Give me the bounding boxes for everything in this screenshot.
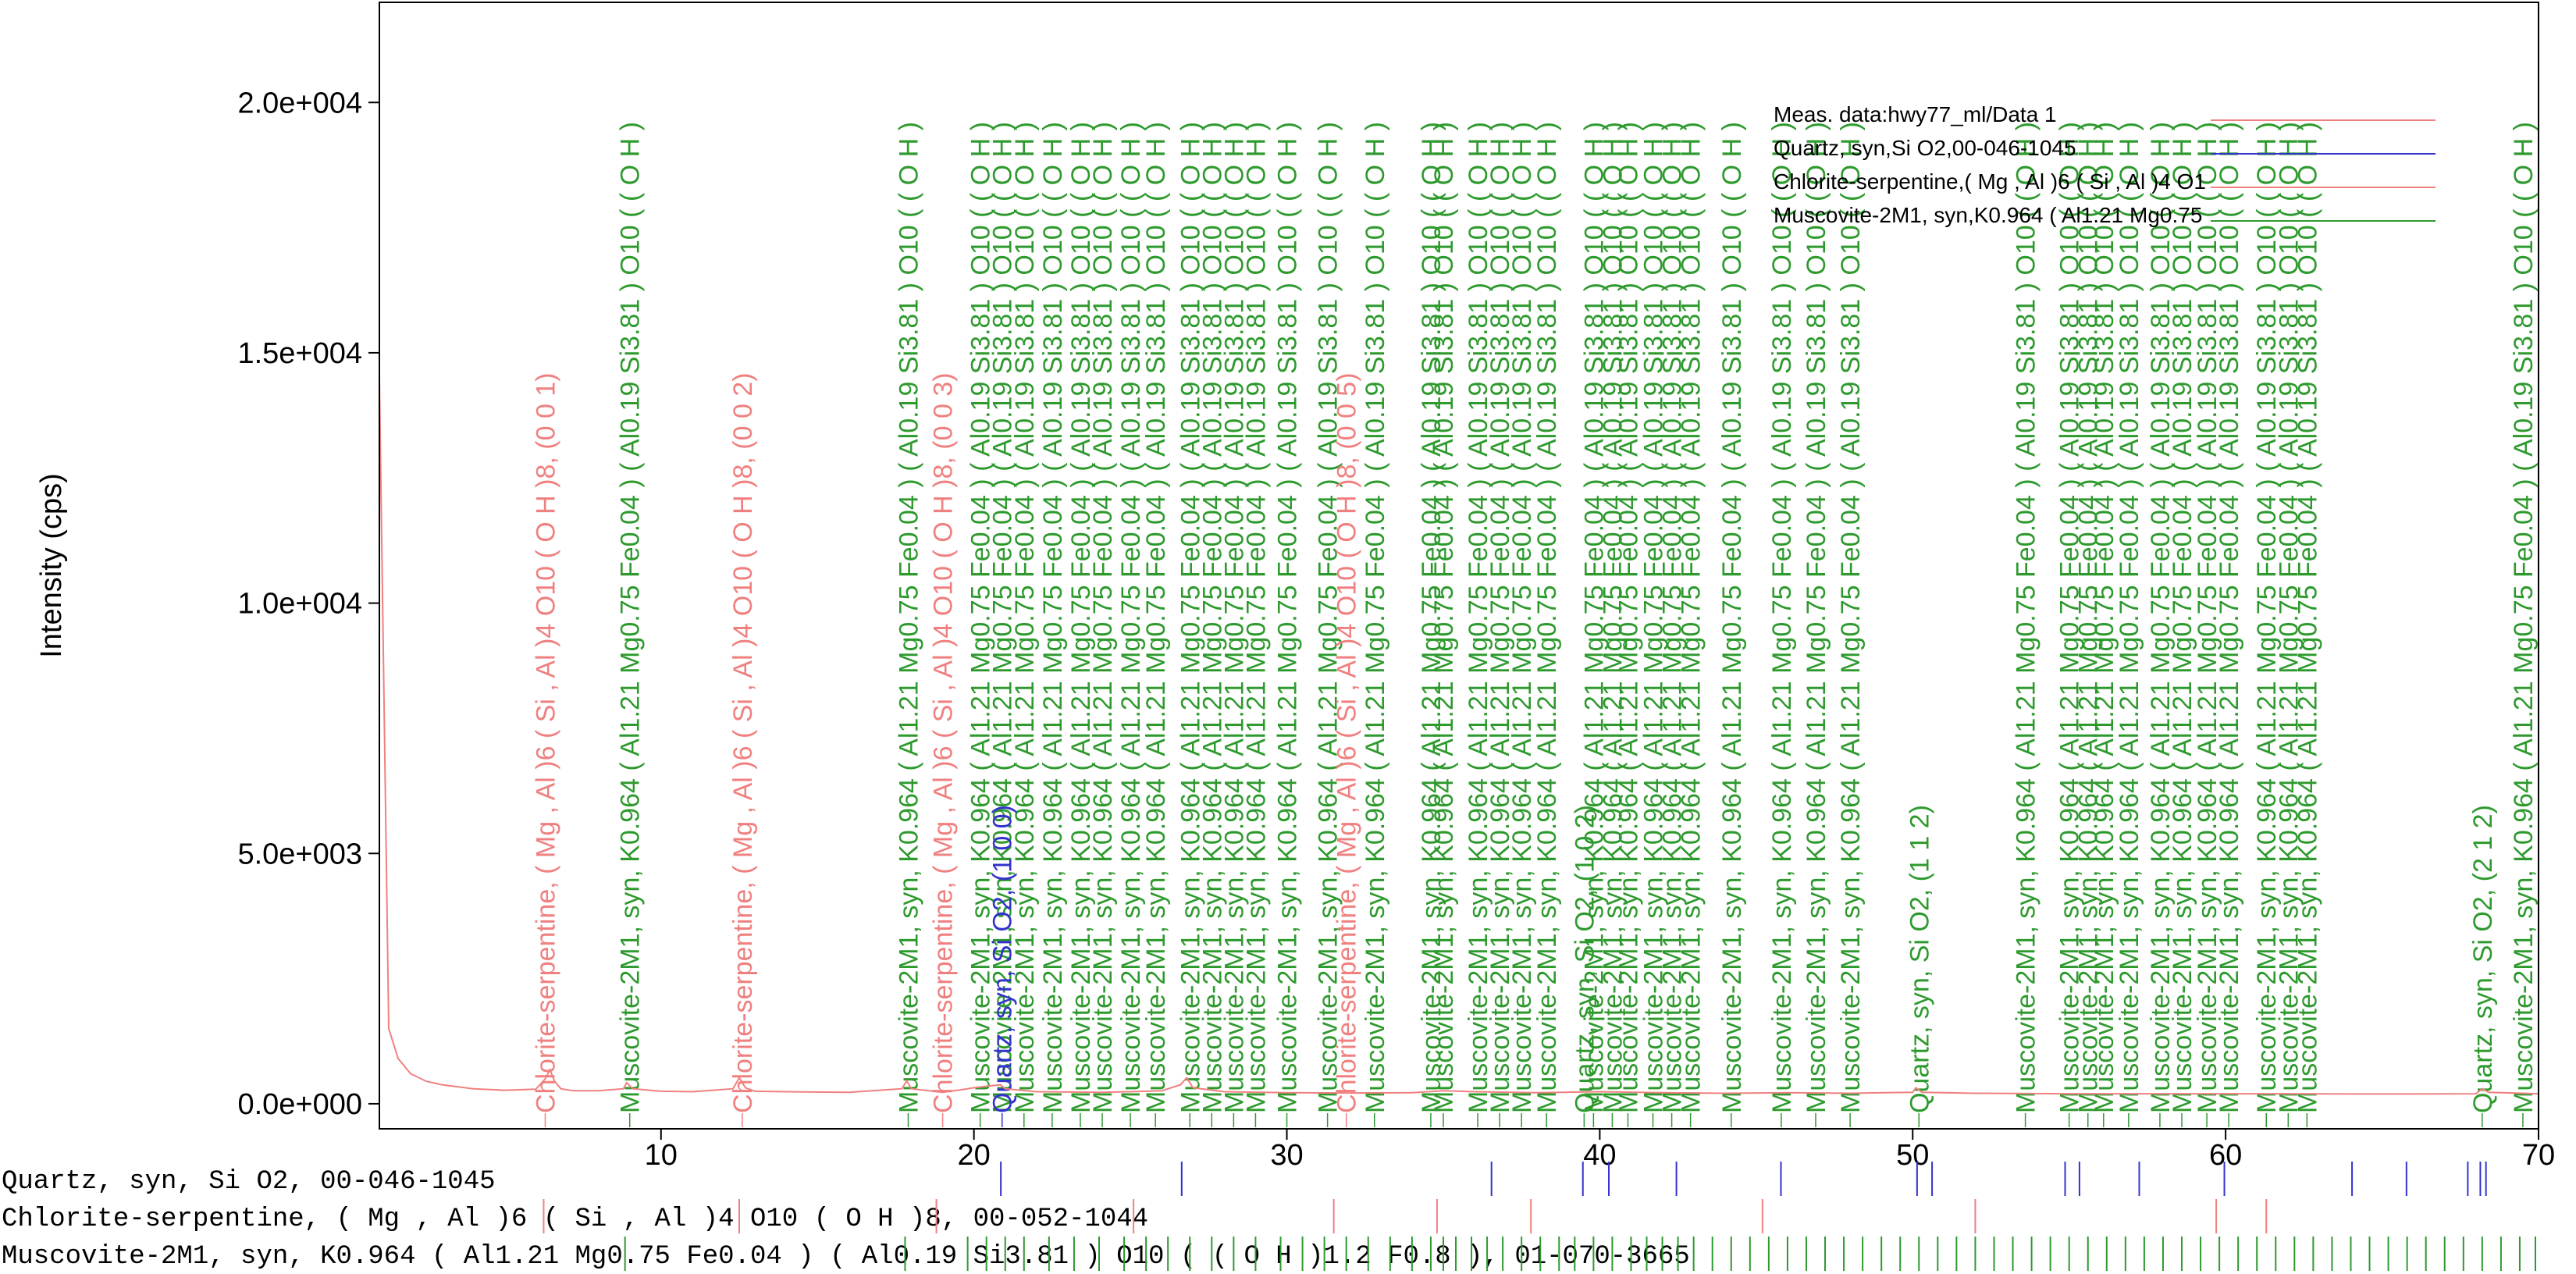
muscovite-peak-label: Muscovite-2M1, syn, K0.964 ( Al1.21 Mg0.…: [1802, 122, 1831, 1113]
muscovite-peak-label: Muscovite-2M1, syn, K0.964 ( Al1.21 Mg0.…: [1197, 122, 1227, 1113]
x-tick-label: 60: [2209, 1139, 2242, 1172]
peak-label: Quartz, syn, Si O2, (1 1 2): [1905, 805, 1934, 1113]
muscovite-peak-label: Muscovite-2M1, syn, K0.964 ( Al1.21 Mg0.…: [1464, 122, 1493, 1113]
muscovite-peak-label: Muscovite-2M1, syn, K0.964 ( Al1.21 Mg0.…: [1361, 122, 1390, 1113]
x-tick-label: 30: [1270, 1139, 1303, 1172]
peak-label: Muscovite-2M1, syn, K0.964 ( Al1.21 Mg0.…: [894, 122, 923, 1113]
muscovite-peak-label: Muscovite-2M1, syn, K0.964 ( Al1.21 Mg0.…: [2509, 122, 2539, 1113]
x-tick-label: 70: [2522, 1139, 2555, 1172]
x-tick-label: 10: [645, 1139, 678, 1172]
peak-label: Quartz, syn, Si O2, (1 0 2): [1570, 805, 1599, 1113]
muscovite-peak-label: Muscovite-2M1, syn, K0.964 ( Al1.21 Mg0.…: [1066, 122, 1096, 1113]
muscovite-peak-label: Muscovite-2M1, syn, K0.964 ( Al1.21 Mg0.…: [1038, 122, 1068, 1113]
y-tick-label: 0.0e+000: [237, 1088, 362, 1121]
legend: Meas. data:hwy77_ml/Data 1 Quartz, syn,Si…: [1774, 102, 2435, 227]
peak-label-layer: Muscovite-2M1, syn, K0.964 ( Al1.21 Mg0.…: [531, 122, 2539, 1127]
muscovite-peak-label: Muscovite-2M1, syn, K0.964 ( Al1.21 Mg0.…: [2274, 122, 2304, 1113]
reference-pattern-name: Muscovite-2M1, syn, K0.964 ( Al1.21 Mg0.…: [2, 1242, 1690, 1272]
muscovite-peak-label: Muscovite-2M1, syn, K0.964 ( Al1.21 Mg0.…: [1717, 122, 1747, 1113]
muscovite-peak-label: Muscovite-2M1, syn, K0.964 ( Al1.21 Mg0.…: [1767, 122, 1797, 1113]
peak-label: Chlorite-serpentine, ( Mg , Al )6 ( Si ,…: [1332, 372, 1362, 1113]
peak-label: Muscovite-2M1, syn, K0.964 ( Al1.21 Mg0.…: [616, 122, 646, 1113]
muscovite-peak-label: Muscovite-2M1, syn, K0.964 ( Al1.21 Mg0.…: [1219, 122, 1249, 1113]
y-axis-ticks: 0.0e+000 5.0e+003 1.0e+004 1.5e+004 2.0e+004: [237, 87, 379, 1121]
muscovite-peak-label: Muscovite-2M1, syn, K0.964 ( Al1.21 Mg0.…: [1273, 122, 1303, 1113]
peak-label: Chlorite-serpentine, ( Mg , Al )6 ( Si ,…: [531, 372, 560, 1113]
x-tick-label: 40: [1583, 1139, 1616, 1172]
muscovite-peak-label: Muscovite-2M1, syn, K0.964 ( Al1.21 Mg0.…: [1598, 122, 1628, 1113]
y-tick-label: 1.5e+004: [237, 337, 362, 370]
muscovite-peak-label: Muscovite-2M1, syn, K0.964 ( Al1.21 Mg0.…: [2074, 122, 2104, 1113]
muscovite-peak-label: Muscovite-2M1, syn, K0.964 ( Al1.21 Mg0.…: [1088, 122, 1118, 1113]
muscovite-peak-label: Muscovite-2M1, syn, K0.964 ( Al1.21 Mg0.…: [1176, 122, 1205, 1113]
axes-layer: [379, 2, 2539, 1130]
x-tick-label: 50: [1896, 1139, 1929, 1172]
muscovite-peak-label: Muscovite-2M1, syn, K0.964 ( Al1.21 Mg0.…: [1579, 122, 1609, 1113]
peak-label: Chlorite-serpentine, ( Mg , Al )6 ( Si ,…: [728, 372, 758, 1113]
y-tick-label: 1.0e+004: [237, 588, 362, 621]
muscovite-peak-label: Muscovite-2M1, syn, K0.964 ( Al1.21 Mg0.…: [2090, 122, 2119, 1113]
data-layer: [379, 377, 2539, 1095]
reference-patterns: Quartz, syn, Si O2, 00-046-1045 Chlorite-…: [2, 1162, 2536, 1272]
muscovite-peak-label: Muscovite-2M1, syn, K0.964 ( Al1.21 Mg0.…: [1429, 122, 1459, 1113]
muscovite-peak-label: Muscovite-2M1, syn, K0.964 ( Al1.21 Mg0.…: [1241, 122, 1271, 1113]
muscovite-peak-label: Muscovite-2M1, syn, K0.964 ( Al1.21 Mg0.…: [1116, 122, 1146, 1113]
peak-label: Quartz, syn, Si O2, (2 1 2): [2468, 805, 2498, 1113]
muscovite-peak-label: Muscovite-2M1, syn, K0.964 ( Al1.21 Mg0.…: [1314, 122, 1343, 1113]
legend-entry-label: Muscovite-2M1, syn,K0.964 ( Al1.21 Mg0.7…: [1774, 203, 2202, 227]
muscovite-peak-label: Muscovite-2M1, syn, K0.964 ( Al1.21 Mg0.…: [1141, 122, 1171, 1113]
x-axis-ticks: 10 20 30 40 50 60 70: [645, 1129, 2555, 1172]
y-axis-label: Intensity (cps): [35, 473, 68, 658]
muscovite-peak-label: Muscovite-2M1, syn, K0.964 ( Al1.21 Mg0.…: [1836, 122, 1866, 1113]
muscovite-peak-label: Muscovite-2M1, syn, K0.964 ( Al1.21 Mg0.…: [2293, 122, 2322, 1113]
muscovite-peak-label: Muscovite-2M1, syn, K0.964 ( Al1.21 Mg0.…: [1010, 122, 1040, 1113]
y-tick-label: 2.0e+004: [237, 87, 362, 119]
reference-pattern-name: Chlorite-serpentine, ( Mg , Al )6 ( Si ,…: [2, 1205, 1148, 1234]
muscovite-peak-label: Muscovite-2M1, syn, K0.964 ( Al1.21 Mg0.…: [2215, 122, 2244, 1113]
muscovite-peak-label: Muscovite-2M1, syn, K0.964 ( Al1.21 Mg0.…: [1614, 122, 1643, 1113]
muscovite-peak-label: Muscovite-2M1, syn, K0.964 ( Al1.21 Mg0.…: [2012, 122, 2041, 1113]
muscovite-peak-label: Muscovite-2M1, syn, K0.964 ( Al1.21 Mg0.…: [966, 122, 996, 1113]
muscovite-peak-label: Muscovite-2M1, syn, K0.964 ( Al1.21 Mg0.…: [2252, 122, 2282, 1113]
muscovite-peak-label: Muscovite-2M1, syn, K0.964 ( Al1.21 Mg0.…: [1417, 122, 1446, 1113]
muscovite-peak-label: Muscovite-2M1, syn, K0.964 ( Al1.21 Mg0.…: [988, 122, 1018, 1113]
legend-entry-label: Quartz, syn,Si O2,00-046-1045: [1774, 136, 2076, 160]
muscovite-peak-label: Muscovite-2M1, syn, K0.964 ( Al1.21 Mg0.…: [1677, 122, 1706, 1113]
muscovite-peak-label: Muscovite-2M1, syn, K0.964 ( Al1.21 Mg0.…: [2146, 122, 2176, 1113]
muscovite-peak-label: Muscovite-2M1, syn, K0.964 ( Al1.21 Mg0.…: [2115, 122, 2144, 1113]
reference-pattern-name: Quartz, syn, Si O2, 00-046-1045: [2, 1167, 496, 1197]
muscovite-peak-label: Muscovite-2M1, syn, K0.964 ( Al1.21 Mg0.…: [1532, 122, 1562, 1113]
peak-label: Quartz, syn, Si O2, (1 0 0): [988, 805, 1018, 1113]
legend-entry-label: Meas. data:hwy77_ml/Data 1: [1774, 102, 2057, 126]
muscovite-peak-label: Muscovite-2M1, syn, K0.964 ( Al1.21 Mg0.…: [1507, 122, 1537, 1113]
muscovite-peak-label: Muscovite-2M1, syn, K0.964 ( Al1.21 Mg0.…: [1485, 122, 1515, 1113]
peak-label: Chlorite-serpentine, ( Mg , Al )6 ( Si ,…: [929, 372, 959, 1113]
x-tick-label: 20: [958, 1139, 991, 1172]
legend-entry-label: Chlorite-serpentine,( Mg , Al )6 ( Si , …: [1774, 169, 2206, 194]
y-tick-label: 5.0e+003: [237, 838, 362, 870]
muscovite-peak-label: Muscovite-2M1, syn, K0.964 ( Al1.21 Mg0.…: [2193, 122, 2222, 1113]
muscovite-peak-label: Muscovite-2M1, syn, K0.964 ( Al1.21 Mg0.…: [2168, 122, 2197, 1113]
measured-data-line: [379, 377, 2539, 1095]
muscovite-peak-label: Muscovite-2M1, syn, K0.964 ( Al1.21 Mg0.…: [2055, 122, 2085, 1113]
plot-frame: [379, 2, 2539, 1130]
muscovite-peak-label: Muscovite-2M1, syn, K0.964 ( Al1.21 Mg0.…: [1658, 122, 1688, 1113]
muscovite-peak-label: Muscovite-2M1, syn, K0.964 ( Al1.21 Mg0.…: [1639, 122, 1669, 1113]
